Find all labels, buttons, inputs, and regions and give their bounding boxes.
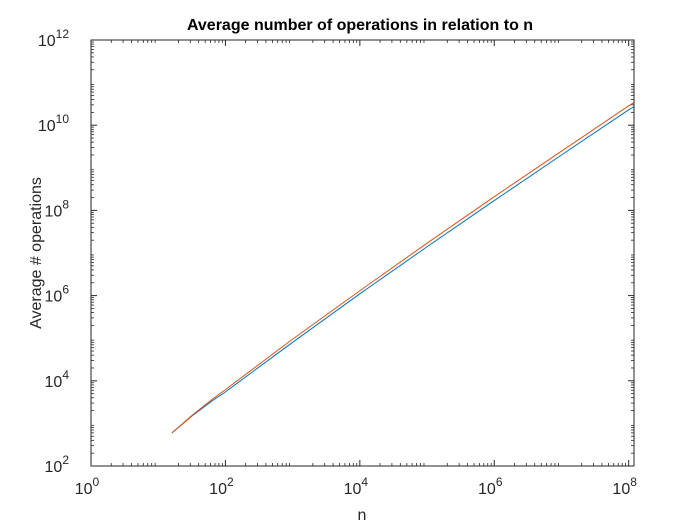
chart-title: Average number of operations in relation… bbox=[187, 17, 533, 34]
series-layer bbox=[171, 102, 635, 434]
y-tick-label: 1012 bbox=[38, 27, 69, 50]
y-tick-label: 108 bbox=[45, 197, 70, 220]
series-line-2 bbox=[171, 102, 635, 434]
y-tick-label: 102 bbox=[45, 453, 70, 476]
x-tick-label: 106 bbox=[478, 475, 503, 498]
x-tick-label: 100 bbox=[75, 475, 100, 498]
y-tick-labels: 102 104 106 108 1010 1012 bbox=[38, 27, 69, 476]
x-tick-label: 102 bbox=[209, 475, 234, 498]
y-tick-label: 106 bbox=[45, 283, 70, 306]
y-axis-label: Average # operations bbox=[28, 177, 45, 329]
x-axis-label: n bbox=[358, 507, 367, 524]
y-tick-label: 1010 bbox=[38, 112, 69, 135]
x-tick-label: 104 bbox=[344, 475, 369, 498]
x-tick-labels: 100 102 104 106 108 bbox=[75, 475, 637, 498]
axes-box bbox=[90, 39, 635, 467]
y-tick-label: 104 bbox=[45, 368, 70, 391]
series-line-1 bbox=[171, 106, 635, 434]
x-tick-label: 108 bbox=[612, 475, 637, 498]
axes-background bbox=[91, 40, 634, 466]
